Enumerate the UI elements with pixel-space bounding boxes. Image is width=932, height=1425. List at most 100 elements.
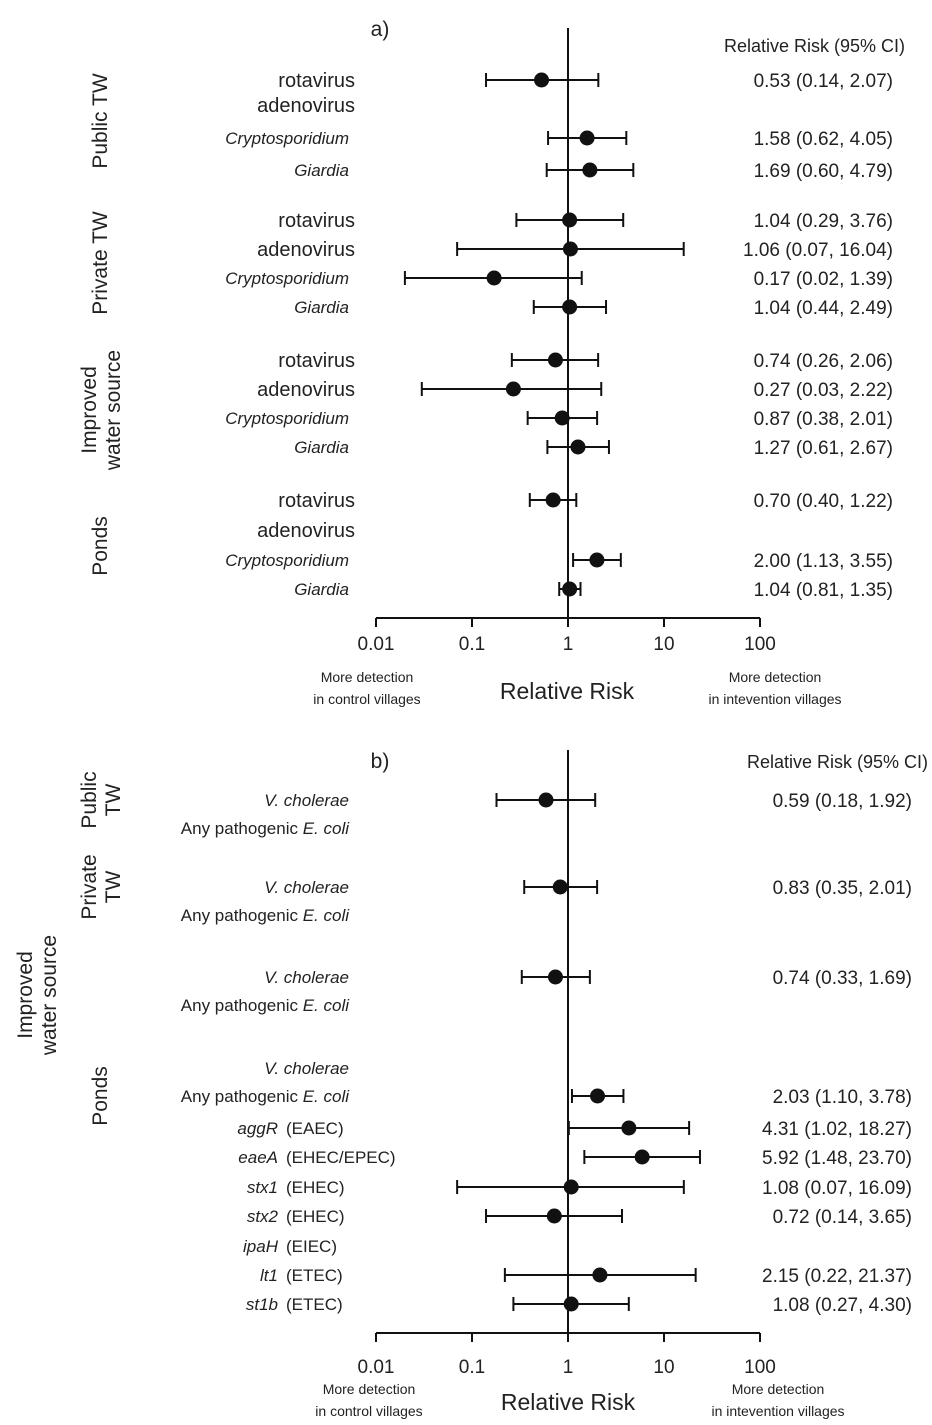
- row-label-gene: aggR: [237, 1119, 278, 1138]
- point-estimate: [552, 879, 568, 895]
- point-estimate: [534, 72, 550, 88]
- forest-row: adenovirus 1.06 (0.07, 16.04): [257, 239, 893, 261]
- row-label-pathotype: (ETEC): [286, 1266, 343, 1285]
- forest-row: Any pathogenic E. coli: [181, 819, 350, 838]
- point-estimate: [589, 552, 605, 568]
- x-tick-label: 1: [563, 1357, 574, 1378]
- x-tick-label: 1: [563, 634, 574, 655]
- point-estimate: [590, 1088, 606, 1104]
- point-estimate: [563, 1296, 579, 1312]
- row-label: Giardia: [294, 580, 349, 599]
- point-estimate: [547, 969, 563, 985]
- forest-row: rotavirus 0.70 (0.40, 1.22): [278, 490, 893, 512]
- x-tick-label: 100: [744, 634, 776, 655]
- point-estimate: [546, 1208, 562, 1224]
- row-label-gene: st1b: [246, 1295, 278, 1314]
- rr-ci-text: 0.70 (0.40, 1.22): [754, 491, 893, 512]
- left-direction-note: in control villages: [313, 691, 420, 707]
- forest-row: Giardia 1.27 (0.61, 2.67): [294, 438, 893, 459]
- row-label-gene: lt1: [260, 1266, 278, 1285]
- rr-ci-text: 1.04 (0.81, 1.35): [754, 580, 893, 601]
- x-tick-label: 0.01: [358, 1357, 395, 1378]
- group-label: PrivateTW: [78, 854, 125, 919]
- rr-ci-text: 0.27 (0.03, 2.22): [754, 380, 893, 401]
- forest-row: Cryptosporidium 0.87 (0.38, 2.01): [225, 409, 893, 430]
- rr-ci-text: 0.74 (0.26, 2.06): [754, 351, 893, 372]
- forest-row: adenovirus: [257, 520, 355, 542]
- rr-ci-text: 0.72 (0.14, 3.65): [773, 1207, 912, 1228]
- panel-b: b) Relative Risk (95% CI) 0.01 0.1 1 10 100 Rel…: [14, 750, 928, 1419]
- forest-row: Any pathogenic E. coli 2.03 (1.10, 3.78): [181, 1087, 912, 1108]
- forest-row: stx2 (EHEC) 0.72 (0.14, 3.65): [247, 1207, 912, 1228]
- forest-row: stx1 (EHEC) 1.08 (0.07, 16.09): [247, 1178, 912, 1199]
- group-label-line: Improved: [14, 951, 37, 1039]
- forest-row: V. cholerae 0.83 (0.35, 2.01): [264, 878, 912, 899]
- row-label: adenovirus: [257, 95, 355, 117]
- row-label-italic: E. coli: [303, 996, 351, 1015]
- rr-ci-text: 1.58 (0.62, 4.05): [754, 129, 893, 150]
- x-tick-label: 0.1: [459, 634, 485, 655]
- group-label: Public TW: [89, 73, 112, 168]
- row-label-gene: stx2: [247, 1207, 279, 1226]
- row-label-pathotype: (EHEC/EPEC): [286, 1148, 396, 1167]
- group-label: Ponds: [89, 516, 112, 576]
- group-label-line: Private: [78, 854, 101, 919]
- group-label-line: Private TW: [89, 211, 112, 315]
- point-estimate: [554, 410, 570, 426]
- row-label: Cryptosporidium: [225, 551, 349, 570]
- forest-row: Giardia 1.04 (0.81, 1.35): [294, 580, 893, 601]
- forest-row: V. cholerae 0.74 (0.33, 1.69): [264, 968, 912, 989]
- rr-column-header: Relative Risk (95% CI): [724, 36, 905, 56]
- row-label: Cryptosporidium: [225, 409, 349, 428]
- rr-ci-text: 0.53 (0.14, 2.07): [754, 71, 893, 92]
- group-label-line: TW: [102, 784, 125, 817]
- rr-ci-text: 1.27 (0.61, 2.67): [754, 438, 893, 459]
- x-tick-label: 0.1: [459, 1357, 485, 1378]
- rr-ci-text: 0.87 (0.38, 2.01): [754, 409, 893, 430]
- forest-row: aggR (EAEC) 4.31 (1.02, 18.27): [237, 1119, 912, 1140]
- point-estimate: [562, 241, 578, 257]
- row-label-italic: E. coli: [303, 906, 351, 925]
- point-estimate: [562, 212, 578, 228]
- rr-ci-text: 1.06 (0.07, 16.04): [743, 240, 893, 261]
- forest-row: rotavirus 1.04 (0.29, 3.76): [278, 210, 893, 232]
- group-label: Improvedwater source: [78, 350, 125, 471]
- forest-row: Cryptosporidium 1.58 (0.62, 4.05): [225, 129, 893, 150]
- point-estimate: [562, 581, 578, 597]
- x-axis-label: Relative Risk: [500, 678, 635, 704]
- left-direction-note: in control villages: [315, 1403, 422, 1419]
- row-label-text: Any pathogenic: [181, 906, 303, 925]
- rr-ci-text: 5.92 (1.48, 23.70): [762, 1148, 912, 1169]
- x-axis-label: Relative Risk: [501, 1389, 636, 1415]
- panel-a: a) Relative Risk (95% CI) 0.01 0.1 1 10 100 Rel…: [78, 18, 905, 707]
- group-label-line: Public TW: [89, 73, 112, 168]
- rr-ci-text: 1.08 (0.07, 16.09): [762, 1178, 912, 1199]
- row-label: Giardia: [294, 298, 349, 317]
- row-label: rotavirus: [278, 210, 355, 232]
- row-label-pathotype: (ETEC): [286, 1295, 343, 1314]
- row-label: Cryptosporidium: [225, 269, 349, 288]
- point-estimate: [634, 1149, 650, 1165]
- point-estimate: [562, 299, 578, 315]
- row-label: adenovirus: [257, 520, 355, 542]
- rr-ci-text: 0.59 (0.18, 1.92): [773, 791, 912, 812]
- point-estimate: [505, 381, 521, 397]
- row-label-text: Any pathogenic: [181, 1087, 303, 1106]
- forest-row: st1b (ETEC) 1.08 (0.27, 4.30): [246, 1295, 912, 1316]
- forest-row: rotavirus 0.74 (0.26, 2.06): [278, 350, 893, 372]
- rr-ci-text: 2.00 (1.13, 3.55): [754, 551, 893, 572]
- point-estimate: [621, 1120, 637, 1136]
- left-direction-note: More detection: [323, 1381, 416, 1397]
- row-label: Any pathogenic E. coli: [181, 996, 350, 1015]
- group-label-line: Public: [78, 771, 101, 828]
- row-label-gene: eaeA: [238, 1148, 278, 1167]
- forest-row: rotavirus 0.53 (0.14, 2.07): [278, 70, 893, 92]
- row-label-pathotype: (EIEC): [286, 1237, 337, 1256]
- row-label-italic: E. coli: [303, 1087, 351, 1106]
- right-direction-note: More detection: [732, 1381, 825, 1397]
- forest-row: Giardia 1.04 (0.44, 2.49): [294, 298, 893, 319]
- left-direction-note: More detection: [321, 669, 414, 685]
- group-label-line: water source: [102, 350, 125, 471]
- group-label-line: TW: [102, 871, 125, 904]
